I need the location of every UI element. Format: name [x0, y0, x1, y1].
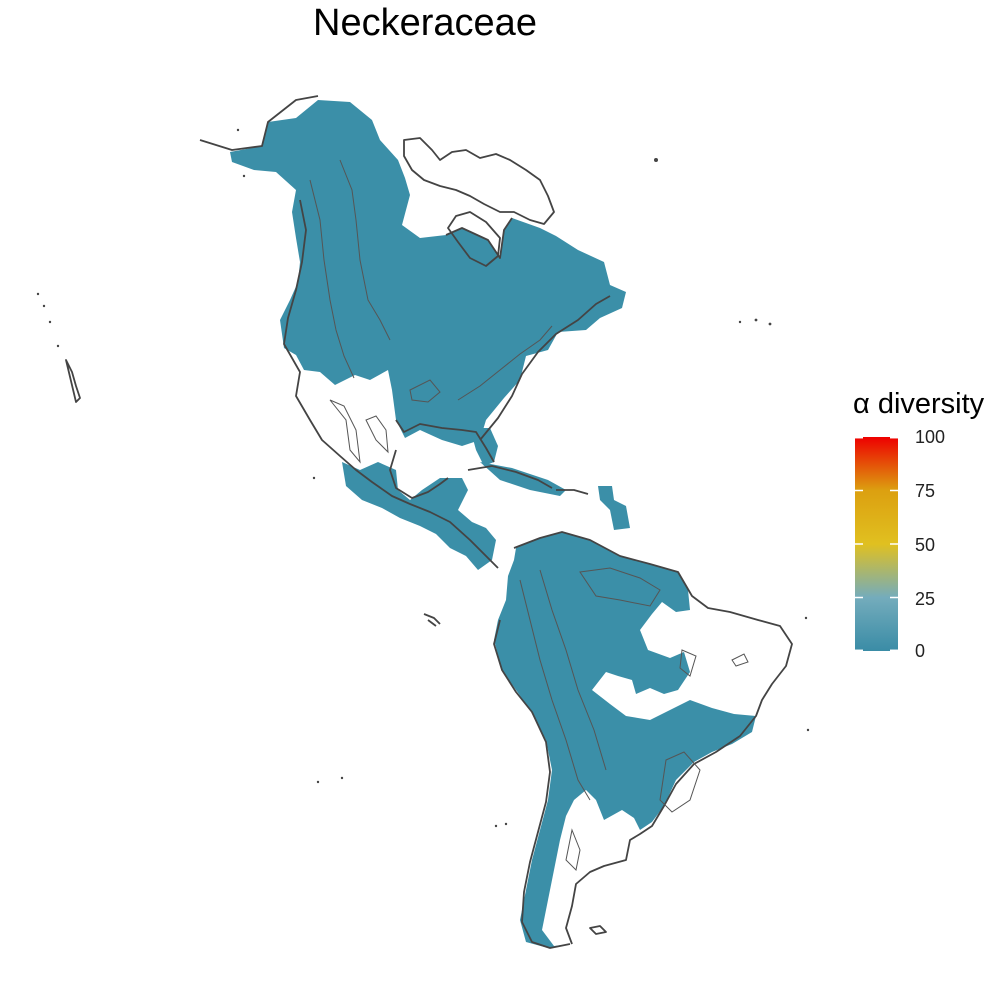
island-dot — [754, 318, 758, 322]
legend-ticks — [855, 437, 898, 651]
rockies-line — [309, 179, 355, 379]
legend-label-25: 25 — [915, 589, 936, 609]
south-america-outline — [493, 531, 793, 949]
coastline-layer — [65, 95, 793, 949]
island-dot — [236, 128, 240, 132]
yucatan-outline — [389, 449, 449, 499]
island-dot — [36, 292, 40, 296]
legend-label-75: 75 — [915, 481, 936, 501]
north-america-fill — [230, 100, 626, 446]
cuba-outline — [467, 465, 589, 495]
sonoran-line — [365, 415, 389, 454]
island-dot — [806, 728, 810, 732]
central-america-fill — [342, 462, 496, 570]
falkland-outline — [589, 925, 607, 935]
diversity-fill-layer — [230, 100, 756, 948]
great-lakes-line — [409, 379, 441, 403]
island-dot — [48, 320, 52, 324]
legend-title: α diversity — [853, 388, 985, 420]
baffin-outline — [447, 211, 501, 267]
island-dot — [312, 476, 316, 480]
hudson-bay-outline — [445, 217, 513, 259]
galapagos-outline — [423, 613, 441, 627]
andes-line-2 — [539, 569, 607, 771]
island-dot — [494, 824, 498, 828]
island-dot — [768, 322, 772, 326]
legend-label-0: 0 — [915, 641, 926, 661]
amazon-line — [579, 567, 661, 607]
island-dot — [42, 304, 46, 308]
cerrado-line — [679, 649, 697, 677]
island-dot — [340, 776, 344, 780]
small-islands-layer — [36, 128, 810, 828]
appalachian-line — [457, 325, 553, 401]
caribbean-fill — [480, 462, 566, 496]
island-dot — [738, 320, 742, 324]
hawaii-outline — [65, 359, 81, 403]
ecoregion-lines-layer — [309, 159, 749, 872]
caatinga-line — [731, 653, 749, 667]
island-dot — [504, 822, 508, 826]
pacific-coast-outline — [199, 95, 499, 569]
arctic-islands-outline — [403, 137, 555, 225]
great-basin-line — [329, 399, 361, 464]
island-dot — [56, 344, 60, 348]
andes-line — [519, 579, 591, 801]
lesser-antilles-fill — [598, 486, 630, 530]
legend-label-100: 100 — [915, 427, 946, 447]
island-dot — [804, 616, 808, 620]
south-america-fill — [494, 532, 756, 948]
gulf-coast-outline — [395, 295, 611, 463]
cordillera-line — [339, 159, 391, 341]
island-dot — [242, 174, 246, 178]
pampas-line — [565, 828, 581, 872]
map-title: Neckeraceae — [313, 2, 537, 44]
island-dot — [316, 780, 320, 784]
atlantic-forest-line — [659, 751, 701, 813]
legend-colorbar — [855, 437, 898, 651]
legend-label-50: 50 — [915, 535, 936, 555]
island-dot — [654, 158, 658, 162]
